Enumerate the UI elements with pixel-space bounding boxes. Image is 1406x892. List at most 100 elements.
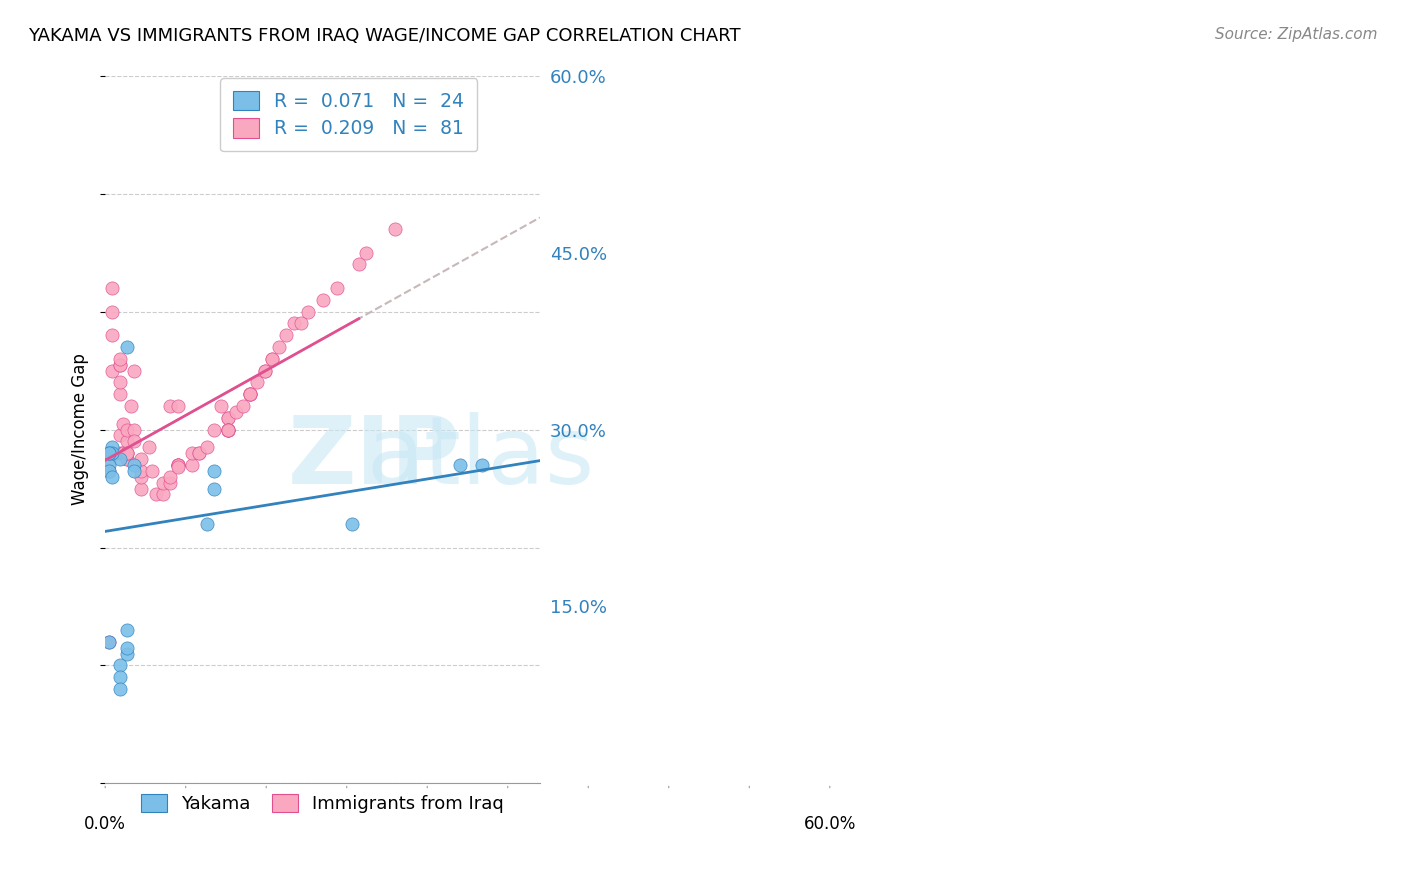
Point <box>101 469 124 483</box>
Point <box>108 358 131 372</box>
Point <box>108 428 131 442</box>
Point <box>115 647 138 661</box>
Point <box>225 405 247 419</box>
Point <box>120 399 142 413</box>
Point <box>253 363 276 377</box>
Point <box>112 446 135 460</box>
Point <box>122 458 145 472</box>
Point <box>131 452 153 467</box>
Point <box>340 516 363 531</box>
Point <box>122 464 145 478</box>
Point <box>297 304 319 318</box>
Point <box>145 487 167 501</box>
Point <box>166 458 188 472</box>
Point <box>159 475 181 490</box>
Point <box>108 387 131 401</box>
Point <box>232 399 254 413</box>
Point <box>471 458 494 472</box>
Point <box>311 293 333 307</box>
Point <box>347 257 370 271</box>
Point <box>108 452 131 467</box>
Point <box>260 351 283 366</box>
Point <box>115 434 138 449</box>
Point <box>181 446 204 460</box>
Point <box>260 351 283 366</box>
Point <box>166 460 188 475</box>
Text: 0.0%: 0.0% <box>84 815 127 833</box>
Point <box>131 482 153 496</box>
Point <box>159 469 181 483</box>
Point <box>108 446 131 460</box>
Point <box>449 458 471 472</box>
Point <box>269 340 291 354</box>
Point <box>166 458 188 472</box>
Text: Source: ZipAtlas.com: Source: ZipAtlas.com <box>1215 27 1378 42</box>
Point <box>138 440 160 454</box>
Point <box>97 635 120 649</box>
Point <box>326 281 349 295</box>
Point <box>202 423 225 437</box>
Point <box>97 464 120 478</box>
Point <box>195 516 218 531</box>
Point <box>101 304 124 318</box>
Point <box>239 387 262 401</box>
Point <box>217 423 239 437</box>
Point <box>108 658 131 673</box>
Point <box>290 316 312 330</box>
Point <box>217 423 239 437</box>
Point <box>217 423 239 437</box>
Point <box>112 417 135 431</box>
Point <box>115 452 138 467</box>
Point <box>115 623 138 637</box>
Point <box>166 399 188 413</box>
Point <box>101 328 124 343</box>
Point <box>115 423 138 437</box>
Point <box>217 423 239 437</box>
Point <box>202 482 225 496</box>
Point <box>152 487 174 501</box>
Point <box>195 440 218 454</box>
Point <box>97 446 120 460</box>
Point <box>159 399 181 413</box>
Point <box>108 682 131 697</box>
Point <box>101 363 124 377</box>
Point <box>202 464 225 478</box>
Point <box>283 316 305 330</box>
Point <box>108 351 131 366</box>
Point <box>239 387 262 401</box>
Point <box>181 458 204 472</box>
Point <box>115 446 138 460</box>
Point <box>101 281 124 295</box>
Point <box>276 328 298 343</box>
Point <box>115 446 138 460</box>
Point <box>97 452 120 467</box>
Point <box>97 446 120 460</box>
Point <box>131 469 153 483</box>
Text: YAKAMA VS IMMIGRANTS FROM IRAQ WAGE/INCOME GAP CORRELATION CHART: YAKAMA VS IMMIGRANTS FROM IRAQ WAGE/INCO… <box>28 27 741 45</box>
Point <box>188 446 211 460</box>
Point <box>112 446 135 460</box>
Point <box>122 434 145 449</box>
Point <box>131 464 153 478</box>
Point <box>239 387 262 401</box>
Y-axis label: Wage/Income Gap: Wage/Income Gap <box>72 353 89 506</box>
Point <box>108 376 131 390</box>
Point <box>188 446 211 460</box>
Point <box>152 475 174 490</box>
Point <box>239 387 262 401</box>
Text: ZIP: ZIP <box>288 412 461 504</box>
Legend: Yakama, Immigrants from Iraq: Yakama, Immigrants from Iraq <box>131 783 515 824</box>
Point <box>122 363 145 377</box>
Point <box>253 363 276 377</box>
Point <box>166 458 188 472</box>
Point <box>97 464 120 478</box>
Point <box>115 640 138 655</box>
Text: atlas: atlas <box>366 412 595 504</box>
Point <box>108 358 131 372</box>
Point <box>166 458 188 472</box>
Text: 60.0%: 60.0% <box>804 815 856 833</box>
Point <box>217 410 239 425</box>
Point <box>115 452 138 467</box>
Point <box>217 423 239 437</box>
Point <box>209 399 232 413</box>
